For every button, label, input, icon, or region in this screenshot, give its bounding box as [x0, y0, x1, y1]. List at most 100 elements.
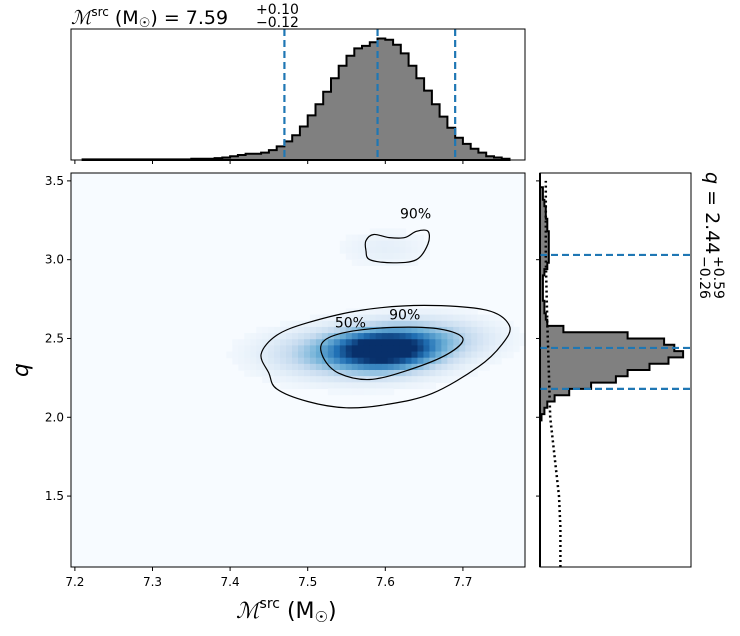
density-cell [345, 388, 353, 396]
density-cell [262, 345, 269, 353]
density-cell [429, 339, 436, 346]
density-cell [333, 314, 341, 322]
density-cell [309, 376, 317, 383]
density-cell [357, 314, 365, 322]
density-cell [441, 357, 448, 365]
density-cell [250, 345, 257, 353]
density-cell [369, 357, 377, 365]
density-cell [399, 370, 407, 377]
density-cell [327, 370, 335, 377]
density-cell [250, 351, 257, 359]
chirp-mass-title-minus: −0.12 [256, 15, 299, 31]
x-tick-label: 7.6 [376, 575, 395, 589]
density-cell [351, 363, 359, 371]
density-cell [405, 363, 413, 371]
density-cell [435, 326, 442, 334]
density-cell [309, 357, 317, 365]
density-cell [327, 314, 335, 322]
density-cell [303, 370, 311, 377]
density-cell [429, 333, 436, 340]
density-cell [351, 376, 359, 383]
density-cell [351, 320, 359, 328]
density-cell [483, 333, 490, 340]
density-cell [465, 345, 472, 353]
density-cell [339, 333, 347, 340]
chirp-mass-title-value: 7.59 [186, 7, 228, 29]
density-cell [417, 308, 425, 316]
density-cell [357, 253, 365, 260]
density-cell [244, 370, 251, 377]
density-cell [351, 345, 359, 353]
density-cell [465, 357, 472, 365]
density-cell [339, 345, 347, 353]
density-cell [286, 333, 293, 340]
density-cell [274, 351, 281, 359]
density-cell [244, 357, 251, 365]
density-cell [453, 351, 460, 359]
density-cell [315, 345, 323, 353]
density-cell [262, 326, 269, 334]
density-cell [345, 376, 353, 383]
density-cell [429, 308, 436, 316]
density-cell [411, 376, 419, 383]
mass-ratio-title-minus: −0.26 [696, 256, 712, 299]
density-cell [303, 326, 311, 334]
density-cell [423, 345, 431, 353]
density-cell [375, 345, 383, 353]
main-panel-frame [70, 172, 526, 568]
density-cell [256, 345, 263, 353]
density-cell [495, 339, 502, 346]
density-cell [303, 357, 311, 365]
x-axis-label-units: (M [280, 599, 315, 624]
density-cell [327, 351, 335, 359]
density-cell [435, 333, 442, 340]
density-cell [447, 308, 454, 316]
density-cell [417, 240, 425, 248]
density-cell [387, 314, 395, 322]
density-cell [483, 351, 490, 359]
density-cell [435, 320, 442, 328]
density-cell [369, 314, 377, 322]
density-cell [280, 351, 287, 359]
density-cell [298, 376, 305, 383]
density-cell [459, 363, 466, 371]
density-cell [375, 388, 383, 396]
density-cell [447, 320, 454, 328]
density-cell [477, 357, 484, 365]
density-cell [369, 345, 377, 353]
density-cell [411, 234, 419, 242]
density-cell [309, 345, 317, 353]
density-cell [315, 339, 323, 346]
density-cell [280, 320, 287, 328]
density-cell [333, 339, 341, 346]
density-cell [399, 351, 407, 359]
density-cell [447, 339, 454, 346]
density-cell [369, 388, 377, 396]
density-cell [507, 333, 514, 340]
density-cell [423, 382, 431, 390]
density-cell [315, 357, 323, 365]
density-cell [381, 339, 389, 346]
density-cell [387, 388, 395, 396]
density-cell [417, 351, 425, 359]
density-cell [351, 246, 359, 254]
density-cell [423, 326, 431, 334]
density-cell [298, 351, 305, 359]
density-cell [381, 246, 389, 254]
density-cell [339, 240, 347, 248]
x-axis-label: ℳsrc (M☉) [236, 596, 337, 626]
density-cell [447, 326, 454, 334]
density-cell [345, 357, 353, 365]
density-cell [345, 351, 353, 359]
density-cell [489, 333, 496, 340]
density-cell [321, 326, 329, 334]
density-cell [351, 357, 359, 365]
density-cell [477, 363, 484, 371]
contour-label-2: 90% [400, 207, 431, 223]
density-cell [256, 363, 263, 371]
density-cell [483, 363, 490, 371]
density-cell [363, 388, 371, 396]
density-cell [447, 363, 454, 371]
density-cell [327, 326, 335, 334]
density-cell [399, 376, 407, 383]
